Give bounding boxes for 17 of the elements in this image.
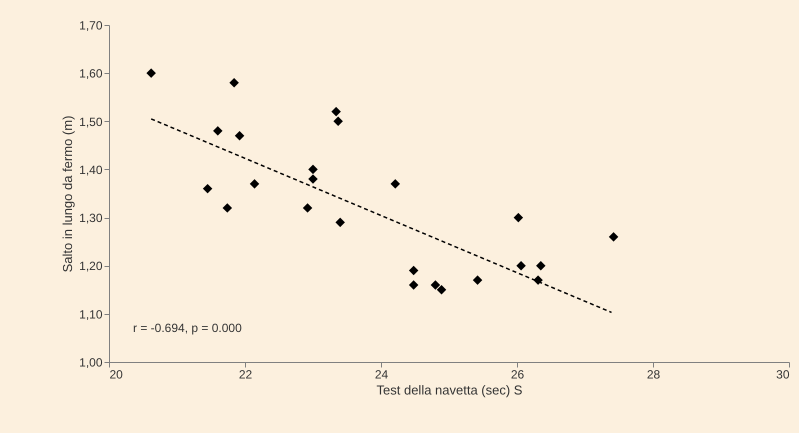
y-tick-label: 1,20 [79, 259, 103, 274]
y-tick-label: 1,30 [79, 211, 103, 226]
y-tick-label: 1,50 [79, 114, 103, 129]
y-tick-label: 1,60 [79, 66, 103, 81]
x-axis-title: Test della navetta (sec) S [376, 382, 523, 398]
x-tick-label: 30 [776, 368, 790, 382]
x-tick-label: 22 [238, 368, 252, 382]
x-tick-label: 28 [646, 368, 660, 382]
annotation: r = -0.694, p = 0.000 [133, 321, 242, 335]
x-tick-label: 26 [510, 368, 524, 382]
y-tick-label: 1,00 [79, 356, 103, 370]
y-tick-label: 1,10 [79, 307, 103, 322]
x-tick-label: 24 [374, 368, 388, 382]
y-tick-label: 1,40 [79, 162, 103, 177]
y-tick-label: 1,70 [79, 18, 103, 32]
y-axis-title: Salto in lungo da fermo (m) [60, 116, 76, 272]
x-tick-label: 20 [110, 368, 124, 382]
